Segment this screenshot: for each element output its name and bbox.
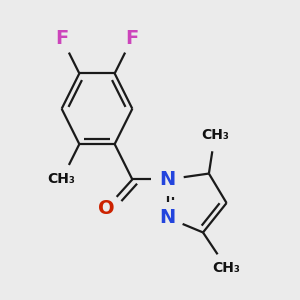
Text: CH₃: CH₃ xyxy=(201,128,229,142)
Text: N: N xyxy=(160,208,176,227)
Text: CH₃: CH₃ xyxy=(48,172,76,186)
Text: F: F xyxy=(55,28,68,48)
Text: F: F xyxy=(126,28,139,48)
Text: O: O xyxy=(98,200,114,218)
Text: N: N xyxy=(160,170,176,189)
Text: CH₃: CH₃ xyxy=(213,261,241,275)
